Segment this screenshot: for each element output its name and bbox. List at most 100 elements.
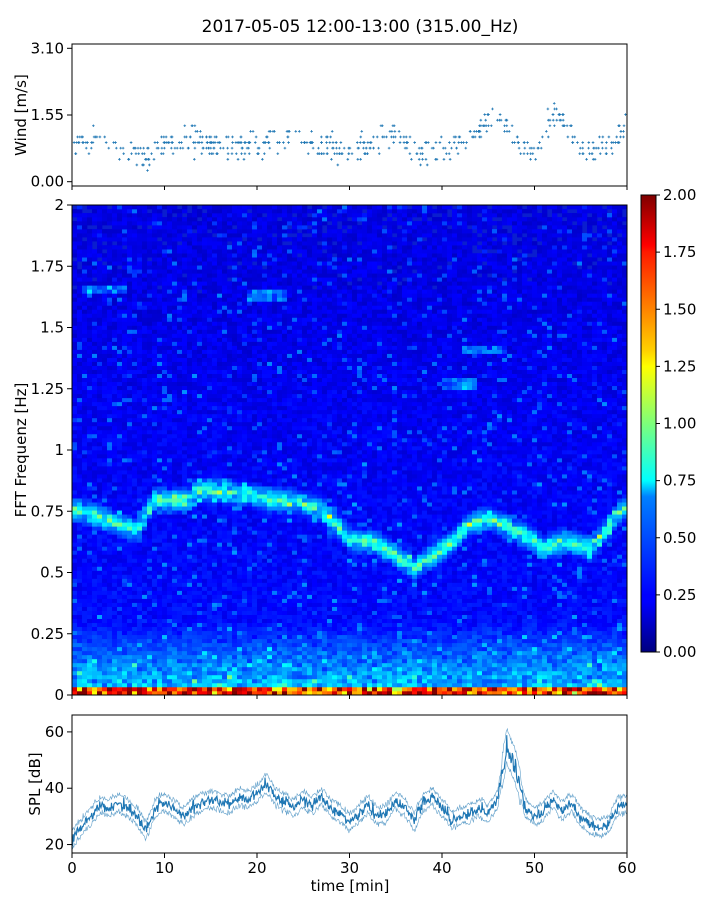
heatmap-cell (162, 462, 168, 467)
heatmap-cell (187, 325, 193, 330)
heatmap-cell (237, 610, 243, 615)
heatmap-cell (132, 281, 138, 286)
heatmap-cell (137, 245, 143, 250)
heatmap-cell (87, 441, 93, 447)
heatmap-cell (202, 313, 208, 318)
heatmap-cell (137, 586, 143, 591)
heatmap-cell (202, 466, 208, 471)
heatmap-cell (147, 385, 153, 391)
heatmap-cell (207, 534, 213, 539)
heatmap-cell (217, 233, 223, 238)
heatmap-cell (177, 365, 183, 370)
heatmap-cell (162, 674, 168, 680)
heatmap-cell (222, 450, 228, 455)
heatmap-cell (212, 433, 218, 439)
heatmap-cell (247, 373, 253, 379)
heatmap-cell (252, 454, 258, 459)
heatmap-cell (137, 205, 143, 210)
heatmap-cell (237, 566, 243, 571)
heatmap-cell (112, 618, 118, 624)
heatmap-cell (127, 393, 133, 399)
heatmap-cell (102, 470, 108, 475)
heatmap-cell (177, 217, 183, 222)
heatmap-cell (237, 538, 243, 543)
heatmap-cell (152, 582, 158, 587)
heatmap-cell (147, 678, 153, 684)
heatmap-cell (232, 425, 238, 431)
heatmap-cell (197, 425, 203, 431)
heatmap-cell (132, 205, 138, 210)
heatmap-cell (242, 221, 248, 226)
heatmap-cell (122, 317, 128, 322)
heatmap-cell (242, 490, 248, 495)
heatmap-cell (117, 289, 123, 294)
heatmap-cell (172, 650, 178, 656)
heatmap-cell (172, 534, 178, 539)
heatmap-cell (252, 458, 258, 463)
heatmap-cell (112, 353, 118, 358)
heatmap-cell (117, 229, 123, 234)
heatmap-cell (237, 353, 243, 358)
heatmap-cell (72, 405, 78, 411)
heatmap-cell (137, 630, 143, 636)
heatmap-cell (247, 686, 253, 692)
heatmap-cell (182, 478, 188, 483)
heatmap-cell (187, 594, 193, 599)
heatmap-cell (252, 542, 258, 547)
heatmap-cell (222, 277, 228, 282)
heatmap-cell (102, 441, 108, 447)
heatmap-cell (82, 341, 88, 346)
heatmap-cell (212, 437, 218, 443)
heatmap-cell (97, 425, 103, 431)
heatmap-cell (77, 273, 83, 278)
heatmap-cell (212, 393, 218, 399)
heatmap-cell (177, 454, 183, 459)
heatmap-cell (212, 225, 218, 230)
heatmap-cell (152, 361, 158, 366)
heatmap-cell (177, 329, 183, 334)
heatmap-cell (192, 614, 198, 619)
heatmap-cell (97, 373, 103, 379)
heatmap-cell (192, 317, 198, 322)
heatmap-cell (252, 550, 258, 555)
heatmap-cell (112, 229, 118, 234)
heatmap-cell (152, 437, 158, 443)
heatmap-cell (87, 353, 93, 358)
heatmap-cell (192, 261, 198, 266)
heatmap-cell (157, 490, 163, 495)
wind-point (551, 113, 555, 116)
heatmap-cell (152, 470, 158, 475)
heatmap-cell (102, 233, 108, 238)
heatmap-cell (212, 518, 218, 523)
heatmap-cell (117, 317, 123, 322)
heatmap-cell (92, 598, 98, 603)
heatmap-cell (112, 425, 118, 431)
heatmap-cell (92, 574, 98, 579)
heatmap-cell (237, 289, 243, 294)
heatmap-cell (182, 666, 188, 672)
heatmap-cell (222, 401, 228, 407)
heatmap-cell (142, 606, 148, 611)
heatmap-cell (192, 269, 198, 274)
heatmap-cell (232, 606, 238, 611)
heatmap-cell (172, 482, 178, 487)
heatmap-cell (117, 325, 123, 330)
heatmap-cell (117, 277, 123, 282)
heatmap-cell (82, 229, 88, 234)
heatmap-cell (172, 397, 178, 403)
heatmap-cell (102, 498, 108, 503)
heatmap-cell (132, 586, 138, 591)
heatmap-cell (77, 397, 83, 403)
heatmap-cell (132, 666, 138, 672)
heatmap-cell (172, 654, 178, 660)
heatmap-cell (107, 281, 113, 286)
wind-point (261, 158, 264, 161)
heatmap-cell (87, 381, 93, 387)
heatmap-cell (192, 433, 198, 439)
heatmap-cell (87, 313, 93, 318)
heatmap-cell (187, 265, 193, 270)
wind-point (462, 141, 465, 144)
heatmap-cell (132, 409, 138, 415)
wind-point (595, 146, 599, 150)
heatmap-cell (87, 598, 93, 603)
